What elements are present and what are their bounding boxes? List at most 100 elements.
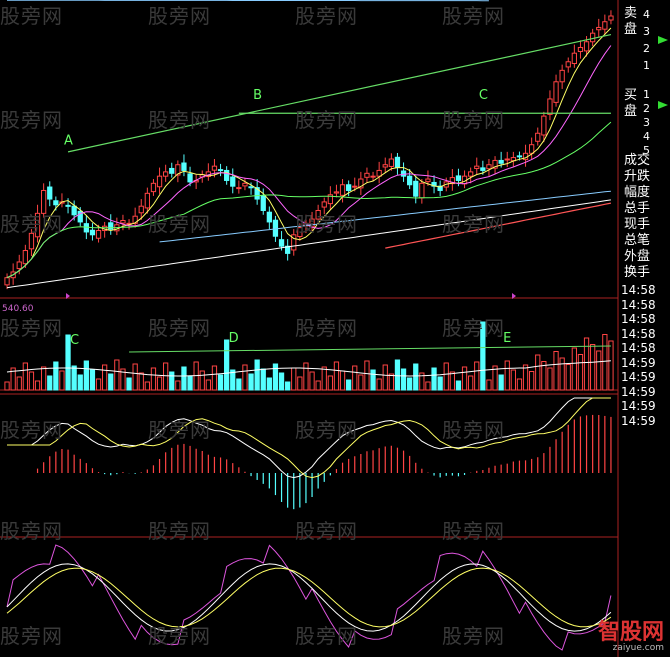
watermark: 股旁网 [295,624,358,648]
volume-bar [95,378,102,391]
volume-bar [321,366,327,391]
ma5-line [6,27,612,279]
candle-body [230,176,236,187]
volume-bar [455,380,462,391]
candle-body [4,277,10,286]
candle-body [138,205,144,214]
candle-body [156,175,163,188]
candle-body [413,180,419,197]
volume-bar [224,339,230,391]
volume-bar [449,371,455,391]
candle-body [400,170,407,177]
candle-body [41,189,47,214]
candle-body [291,234,297,251]
volume-bar [169,371,175,391]
kdj-j-line [6,544,612,651]
candle-body [187,173,193,183]
volume-bar [205,379,211,391]
volume-bar [248,373,254,391]
volume-bar [291,367,297,391]
candle-body [553,81,559,103]
kdj-k-line [6,563,612,632]
kdj-d-line [6,567,612,628]
watermark: 股旁网 [0,519,63,543]
volume-bar [382,364,388,391]
candle-body [547,98,553,115]
candle-body [449,177,455,185]
field-total-lots: 总手 [624,201,651,216]
candle-body [358,178,364,189]
watermark: 股旁网 [148,418,211,442]
volume-bar [480,321,486,391]
volume-bar [547,367,553,391]
watermark: 股旁网 [442,418,505,442]
volume-bar [419,372,425,391]
watermark: 股旁网 [0,212,63,236]
volume-point-label: D [229,331,239,346]
candle-body [169,167,175,174]
volume-bar [437,376,443,391]
volume-scale-label: 540.60 [2,304,34,314]
ma250-line [385,202,612,249]
volume-bar [492,365,498,391]
candle-body [242,182,248,187]
candle-body [468,171,474,177]
volume-bar [388,373,394,391]
volume-bar [522,364,529,391]
candle-body [339,184,346,196]
watermark: 股旁网 [148,316,211,340]
volume-bar [303,362,309,391]
candle-body [224,169,230,181]
volume-bar [144,381,150,391]
candle-body [181,162,187,171]
candle-body [565,61,571,68]
watermark: 股旁网 [0,4,63,28]
volume-bar [132,363,138,391]
candle-body [175,164,181,176]
volume-bar [285,381,291,391]
candle-body [254,187,260,200]
volume-bar [34,380,41,391]
volume-point-label: C [70,333,79,348]
candle-body [455,175,462,181]
candle-body [47,186,53,200]
volume-bar [230,369,236,391]
volume-bar [10,367,16,391]
candle-body [346,184,352,191]
volume-bar [181,366,187,391]
volume-bar [4,381,10,391]
quote-fields: 成交 升跌 幅度 总手 现手 总笔 外盘 换手 [624,153,668,281]
candle-body [236,187,242,190]
field-change: 升跌 [624,169,651,184]
volume-bar [352,365,358,391]
candle-body [120,220,126,224]
arrow-icon [658,101,668,109]
ma10-line [6,45,612,279]
volume-bar [211,365,218,391]
candle-body [28,232,35,250]
volume-bar [59,370,65,391]
volume-bar [297,376,303,391]
volume-bar [565,364,571,391]
volume-bar [16,376,22,391]
watermark: 股旁网 [148,4,211,28]
marker-icon [66,293,70,299]
volume-bar [163,362,169,391]
volume-bar [272,363,279,391]
trend-point-label: B [253,88,262,103]
volume-bar [327,375,333,391]
candle-body [352,185,358,188]
candle-body [492,159,498,169]
candle-body [211,165,218,171]
volume-bar [89,369,96,391]
candle-body [535,132,541,142]
candle-body [583,41,590,52]
marker-icon [512,293,516,299]
candle-body [608,15,614,21]
volume-bar [138,372,144,391]
volume-bar [53,361,59,391]
volume-bar [346,379,352,391]
watermark: 股旁网 [295,418,358,442]
volume-bar [266,377,272,391]
volume-bar [358,374,364,391]
